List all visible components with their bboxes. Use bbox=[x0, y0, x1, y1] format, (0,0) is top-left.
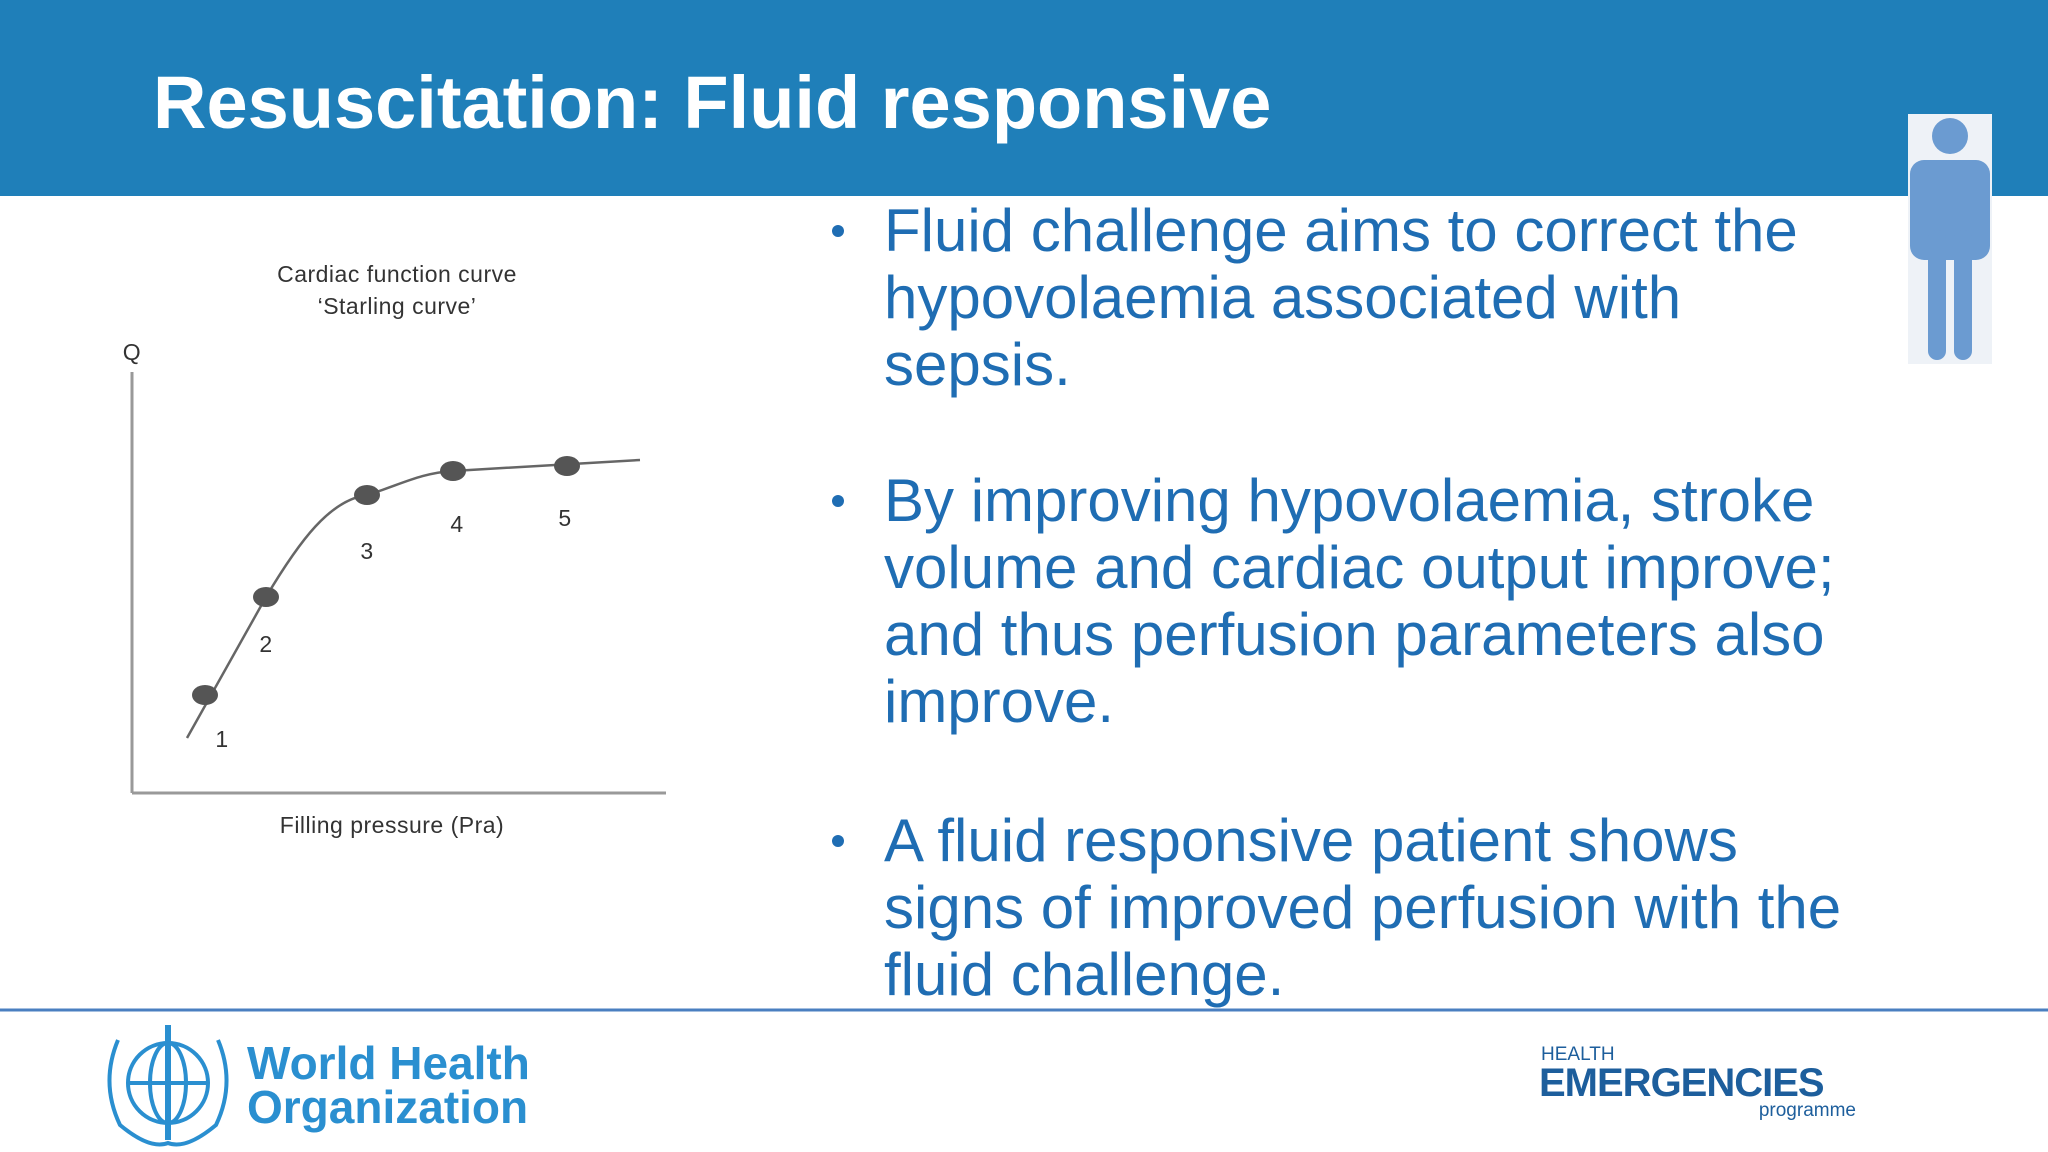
bullet-text: hypovolaemia associated with bbox=[884, 264, 1681, 331]
bullet-text: fluid challenge. bbox=[884, 941, 1284, 1008]
programme-bottom: programme bbox=[1759, 1100, 1856, 1121]
curve-point bbox=[253, 587, 279, 607]
bullet-text: A fluid responsive patient shows bbox=[884, 807, 1738, 874]
bullet-text: signs of improved perfusion with the bbox=[884, 874, 1841, 941]
programme-main: EMERGENCIES bbox=[1539, 1061, 1824, 1105]
who-emblem bbox=[107, 1025, 229, 1147]
person-icon bbox=[1908, 114, 1992, 364]
who-name: World Health bbox=[247, 1037, 530, 1089]
point-label: 4 bbox=[450, 511, 463, 537]
y-axis-label: Q bbox=[123, 339, 141, 365]
programme-top: HEALTH bbox=[1541, 1044, 1615, 1065]
curve-point bbox=[354, 485, 380, 505]
bullet-dot bbox=[832, 835, 844, 847]
point-label: 3 bbox=[360, 538, 373, 564]
curve-point bbox=[554, 456, 580, 476]
who-name: Organization bbox=[247, 1081, 528, 1133]
x-axis-label: Filling pressure (Pra) bbox=[280, 812, 504, 838]
starling-figure: Cardiac function curve ‘Starling curve’ … bbox=[123, 261, 666, 838]
bullet-text: Fluid challenge aims to correct the bbox=[884, 197, 1798, 264]
figure-title: Cardiac function curve bbox=[277, 261, 517, 287]
bullet-text: volume and cardiac output improve; bbox=[884, 534, 1835, 601]
figure-subtitle: ‘Starling curve’ bbox=[318, 293, 477, 319]
bullet-dot bbox=[832, 495, 844, 507]
curve-point bbox=[192, 685, 218, 705]
slide-title: Resuscitation: Fluid responsive bbox=[153, 61, 1271, 144]
bullet-list: Fluid challenge aims to correct thehypov… bbox=[832, 197, 1841, 1008]
point-label: 5 bbox=[558, 505, 571, 531]
bullet-text: By improving hypovolaemia, stroke bbox=[884, 467, 1814, 534]
point-label: 1 bbox=[215, 726, 228, 752]
curve bbox=[185, 458, 641, 739]
bullet-text: and thus perfusion parameters also bbox=[884, 601, 1825, 668]
bullet-dot bbox=[832, 225, 844, 237]
bullet-text: sepsis. bbox=[884, 331, 1071, 398]
header-bar bbox=[0, 0, 2048, 196]
point-label: 2 bbox=[259, 631, 272, 657]
points: 1 2 3 4 5 bbox=[192, 456, 580, 752]
curve-point bbox=[440, 461, 466, 481]
bullet-text: improve. bbox=[884, 668, 1114, 735]
